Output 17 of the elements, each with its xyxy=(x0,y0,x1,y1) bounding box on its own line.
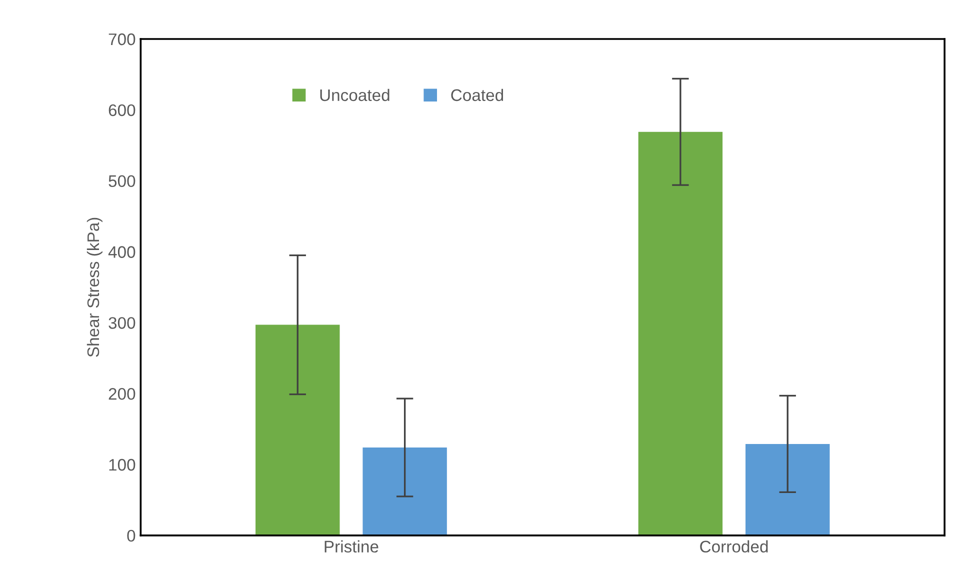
bar xyxy=(256,324,340,536)
y-tick-label: 600 xyxy=(108,104,136,116)
legend-label: Uncoated xyxy=(320,88,390,102)
bar xyxy=(362,448,447,536)
y-tick-label: 700 xyxy=(108,33,136,46)
legend-label: Coated xyxy=(451,88,504,102)
bar xyxy=(638,132,723,536)
x-tick-label: Corroded xyxy=(700,540,768,553)
y-tick-label: 0 xyxy=(127,530,136,542)
y-tick-label: 100 xyxy=(109,458,136,471)
y-tick-label: 300 xyxy=(108,317,136,329)
y-tick-label: 400 xyxy=(108,246,136,258)
y-tick-label: 200 xyxy=(108,388,136,400)
x-tick-label: Pristine xyxy=(324,540,378,553)
y-axis-title: Shear Stress (kPa) xyxy=(86,218,102,357)
bar xyxy=(746,444,830,536)
y-tick-label: 500 xyxy=(108,175,136,188)
